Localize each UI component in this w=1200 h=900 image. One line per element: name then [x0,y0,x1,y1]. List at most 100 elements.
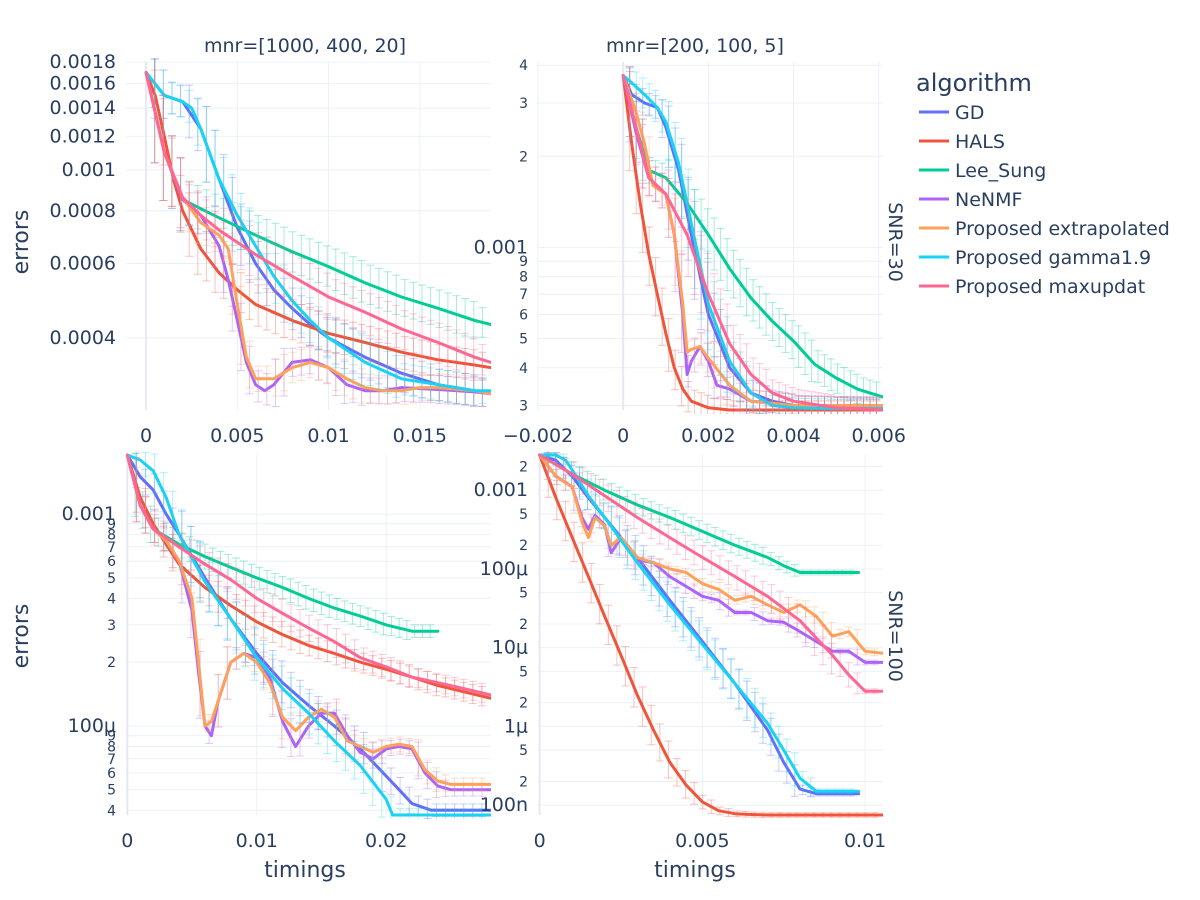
legend-label: GD [955,102,984,124]
y-tick-label: 100n [480,794,528,816]
y-tick-label: 0.001 [474,479,528,501]
series-line-proposed-maxupdat [538,453,883,693]
x-tick-label: 0.005 [210,425,264,447]
y-tick-label: 9 [519,254,528,270]
legend-label: HALS [955,131,1005,153]
series-line-nenmf [126,453,491,792]
y-tick-label: 4 [519,58,528,74]
legend: algorithm GD HALS Lee_Sung NeNMF Proposed ex… [916,69,1170,298]
y-tick-label: 8 [107,528,116,544]
y-tick-label: 9 [107,729,116,745]
legend-label: Proposed extrapolated [955,218,1170,240]
y-tick-label: 0.001 [474,236,528,258]
series-group [126,451,491,819]
series-line-hals [621,74,883,412]
y-tick-label: 8 [107,739,116,755]
y-tick-label: 2 [519,696,528,712]
panel-br: 2 5 100n 1μ 2 5 10μ 2 5 100μ 2 5 0.001 2 0 0.005 0.01 [474,451,886,852]
x-axis-title-right: timings [654,858,736,883]
x-tick-label: 0.006 [852,425,906,447]
y-tick-label: 1μ [504,715,528,737]
series-line-gd [144,71,491,396]
y-tick-label: 8 [519,270,528,286]
legend-label: Proposed maxupdat [955,276,1145,298]
x-axis-title-left: timings [264,858,346,883]
y-tick-label: 2 [519,460,528,476]
y-tick-label: 3 [519,399,528,415]
series-line-proposed-extrapolated [126,453,491,786]
series-line-gd [126,453,491,812]
series-group [538,451,883,818]
x-tick-label: 0.005 [675,830,729,852]
y-tick-label: 0.0016 [50,73,116,95]
y-tick-label: 7 [107,540,116,556]
y-tick-label: 0.0014 [50,97,116,119]
y-tick-label: 6 [519,307,528,323]
y-tick-label: 2 [519,149,528,165]
y-tick-label: 3 [107,618,116,634]
y-tick-label: 3 [519,96,528,112]
x-tick-label: 0.01 [844,830,886,852]
y-tick-label: 100μ [68,715,116,737]
legend-item[interactable]: NeNMF [919,189,1022,211]
series-line-lee_sung [538,453,861,574]
series-line-proposed-gamma1.9 [621,74,883,411]
y-tick-label: 0.001 [62,159,116,181]
row-label-snr100: SNR=100 [884,590,906,682]
column-title-2: mnr=[200, 100, 5] [606,35,784,57]
series-line-proposed-maxupdat [621,74,883,412]
y-tick-label: 6 [107,766,116,782]
series-line-proposed-maxupdat [126,453,491,697]
series-line-proposed-extrapolated [144,71,491,396]
x-tick-label: 0 [140,425,152,447]
x-tick-label: 0.002 [681,425,735,447]
y-axis-title-bottom: errors [9,604,34,669]
y-tick-label: 6 [107,554,116,570]
series-group [144,58,491,408]
x-tick-label: 0.015 [393,425,447,447]
y-tick-label: 2 [107,655,116,671]
legend-item[interactable]: Lee_Sung [919,160,1046,182]
y-tick-label: 4 [519,361,528,377]
y-tick-label: 2 [519,774,528,790]
legend-title: algorithm [916,69,1032,97]
y-tick-label: 0.0004 [50,327,116,349]
x-tick-label: −0.002 [503,425,573,447]
error-bars-Proposed extrapolated [150,58,487,407]
x-tick-label: 0.02 [365,830,407,852]
y-tick-label: 5 [519,586,528,602]
legend-label: Lee_Sung [955,160,1046,182]
legend-item[interactable]: HALS [919,131,1005,153]
x-tick-label: 0 [617,425,629,447]
y-tick-label: 4 [107,803,116,819]
series-line-proposed-extrapolated [538,453,883,655]
series-line-proposed-gamma1.9 [126,453,491,817]
series-line-proposed-gamma1.9 [538,453,861,793]
x-tick-label: 0.01 [236,830,278,852]
legend-item[interactable]: Proposed extrapolated [919,218,1170,240]
y-tick-label: 5 [519,331,528,347]
error-bars-HALS [544,457,879,818]
y-tick-label: 0.0018 [50,51,116,73]
series-line-hals [144,71,491,370]
y-tick-label: 9 [107,517,116,533]
x-tick-label: 0 [121,830,133,852]
y-tick-label: 4 [107,591,116,607]
y-axis-title-top: errors [9,210,34,275]
panels: 0.00040.00060.00080.0010.00120.00140.001… [50,51,906,852]
legend-item[interactable]: Proposed gamma1.9 [919,247,1151,269]
legend-item[interactable]: Proposed maxupdat [919,276,1145,298]
legend-item[interactable]: GD [919,102,984,124]
x-tick-label: 0.01 [307,425,349,447]
y-tick-label: 5 [107,571,116,587]
y-tick-label: 2 [519,538,528,554]
y-tick-label: 0.0008 [50,200,116,222]
series-line-gd [538,453,861,796]
series-line-proposed-maxupdat [144,71,491,364]
x-tick-label: 0 [534,830,546,852]
series-line-proposed-gamma1.9 [144,71,491,393]
y-tick-label: 5 [519,743,528,759]
